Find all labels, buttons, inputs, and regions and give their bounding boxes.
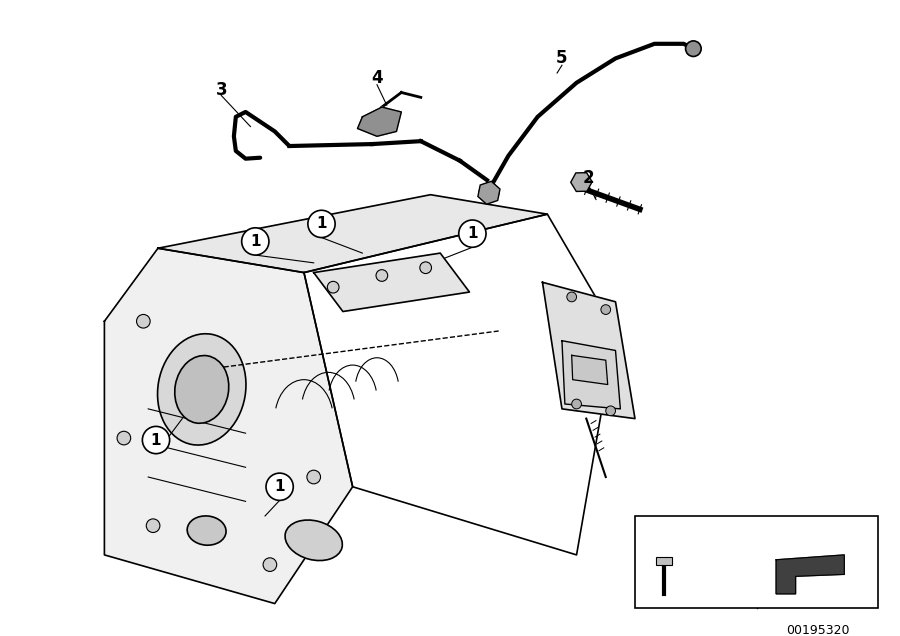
- Text: 2: 2: [582, 169, 594, 187]
- Text: 1: 1: [467, 226, 478, 241]
- Circle shape: [242, 228, 269, 255]
- Circle shape: [686, 41, 701, 57]
- Circle shape: [147, 519, 160, 532]
- Circle shape: [307, 470, 320, 484]
- Polygon shape: [572, 356, 608, 385]
- Ellipse shape: [158, 334, 246, 445]
- Circle shape: [137, 314, 150, 328]
- Polygon shape: [776, 555, 844, 594]
- Circle shape: [419, 262, 431, 273]
- Circle shape: [117, 431, 130, 445]
- Polygon shape: [304, 214, 616, 555]
- Circle shape: [142, 426, 169, 453]
- Polygon shape: [158, 195, 547, 273]
- Circle shape: [601, 305, 610, 314]
- Circle shape: [567, 292, 577, 302]
- Text: 1: 1: [151, 432, 161, 448]
- Circle shape: [639, 523, 661, 544]
- Circle shape: [376, 270, 388, 281]
- FancyBboxPatch shape: [635, 516, 878, 609]
- Text: 1: 1: [274, 480, 285, 494]
- Text: 00195320: 00195320: [786, 624, 850, 636]
- Polygon shape: [543, 282, 635, 418]
- Circle shape: [308, 211, 335, 237]
- Circle shape: [459, 220, 486, 247]
- Text: 5: 5: [556, 50, 568, 67]
- Ellipse shape: [285, 520, 342, 560]
- Circle shape: [572, 399, 581, 409]
- Circle shape: [606, 406, 616, 416]
- Text: 4: 4: [371, 69, 382, 87]
- Circle shape: [266, 473, 293, 501]
- Polygon shape: [562, 341, 620, 409]
- Polygon shape: [357, 107, 401, 136]
- Text: 3: 3: [215, 81, 227, 99]
- Ellipse shape: [187, 516, 226, 545]
- Text: 1: 1: [644, 526, 655, 541]
- Circle shape: [328, 281, 339, 293]
- FancyBboxPatch shape: [656, 557, 672, 565]
- Text: 1: 1: [316, 216, 327, 232]
- Polygon shape: [104, 248, 353, 604]
- Circle shape: [479, 183, 499, 202]
- Circle shape: [263, 558, 276, 572]
- Polygon shape: [314, 253, 470, 312]
- Ellipse shape: [175, 356, 229, 424]
- Text: 1: 1: [250, 234, 260, 249]
